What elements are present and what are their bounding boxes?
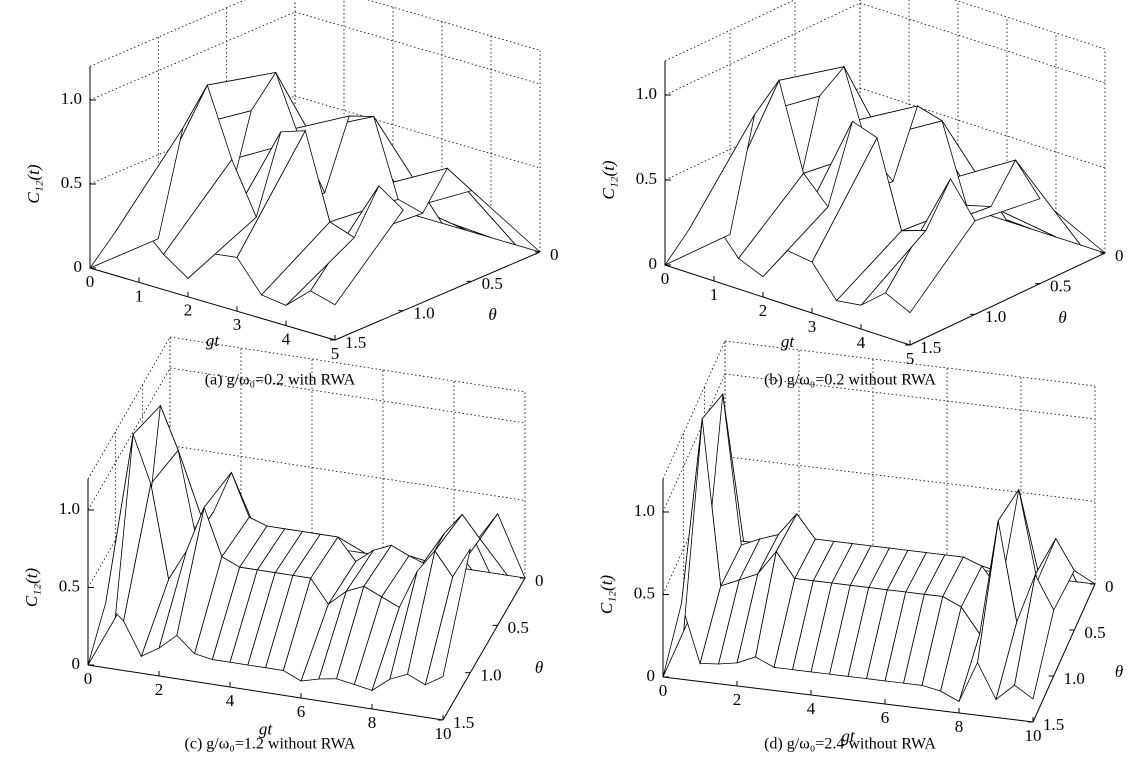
x-tick-label: 0	[86, 272, 95, 291]
y-tick-label: 0.5	[1050, 277, 1071, 296]
x-tick-label: 10	[1025, 726, 1042, 745]
x-axis	[87, 664, 444, 721]
x-tick-label: 6	[881, 708, 890, 727]
surface-patch	[88, 128, 184, 269]
y-axis-label: θ	[1115, 662, 1123, 681]
x-axis	[89, 267, 336, 341]
y-axis-label: θ	[488, 305, 496, 324]
z-tick-label: 1.0	[59, 499, 80, 518]
y-tick-label: 1.0	[1064, 669, 1085, 688]
x-tick-label: 0	[84, 669, 93, 688]
surface-patch	[662, 418, 703, 678]
grid-line	[662, 373, 726, 513]
y-tick-label: 0	[550, 245, 559, 264]
x-tick-label: 8	[955, 717, 964, 736]
y-tick-label: 1.5	[920, 338, 941, 357]
x-tick-label: 5	[331, 344, 340, 363]
grid-line	[859, 2, 1106, 84]
x-tick-label: 4	[282, 330, 291, 349]
x-tick-label: 2	[184, 301, 193, 320]
caption: (c) g/ω₀=1.2 without RWA	[185, 736, 356, 753]
x-tick-label: 2	[733, 690, 742, 709]
x-tick-label: 4	[226, 691, 235, 710]
y-tick-label: 1.0	[985, 307, 1006, 326]
surface-patch	[663, 114, 755, 266]
grid-line	[87, 367, 171, 511]
grid-line	[662, 456, 726, 595]
z-tick-label: 0	[74, 257, 83, 276]
y-axis	[1032, 583, 1096, 723]
y-axis	[442, 577, 526, 721]
y-tick-label: 0.5	[482, 274, 503, 293]
z-tick-label: 0.5	[61, 173, 82, 192]
y-axis	[909, 252, 1106, 346]
y-tick-label: 0.5	[1084, 623, 1105, 642]
x-tick-label: 10	[435, 724, 452, 743]
x-tick-label: 8	[368, 713, 377, 732]
x-tick-label: 6	[297, 702, 306, 721]
y-axis-label: θ	[1058, 308, 1066, 327]
grid-line	[724, 456, 1096, 502]
z-tick-label: 0	[647, 666, 656, 685]
box-edge	[662, 340, 726, 480]
y-axis-label: θ	[535, 658, 543, 677]
z-axis-label: C₁₂(t)	[24, 164, 43, 204]
x-tick-label: 1	[135, 286, 144, 305]
x-tick-label: 2	[759, 301, 768, 320]
grid-line	[859, 87, 1106, 169]
z-axis-label: C₁₂(t)	[599, 160, 618, 200]
y-tick-label: 0	[1105, 577, 1114, 596]
y-tick-label: 0	[1115, 246, 1124, 265]
surface-patch	[87, 434, 134, 666]
grid-line	[294, 95, 541, 169]
z-tick-label: 0	[649, 254, 658, 273]
x-axis	[662, 676, 1034, 723]
x-tick-label: 4	[807, 699, 816, 718]
x-tick-label: 3	[808, 317, 817, 336]
y-tick-label: 1.0	[480, 666, 501, 685]
caption: (b) g/ω₀=0.2 without RWA	[764, 372, 936, 389]
z-tick-label: 1.0	[636, 84, 657, 103]
box-edge	[664, 0, 796, 62]
x-tick-label: 4	[857, 333, 866, 352]
grid-line	[89, 11, 296, 101]
y-axis	[334, 251, 541, 341]
x-tick-label: 3	[233, 315, 242, 334]
z-tick-label: 1.0	[61, 89, 82, 108]
y-tick-label: 1.5	[345, 333, 366, 352]
x-tick-label: 5	[906, 349, 915, 368]
x-axis-label: gt	[781, 332, 796, 351]
x-axis-label: gt	[841, 726, 856, 745]
grid-line	[89, 95, 296, 185]
z-tick-label: 0.5	[634, 583, 655, 602]
y-tick-label: 0	[535, 571, 544, 590]
x-tick-label: 0	[659, 681, 668, 700]
grid-line	[294, 11, 541, 85]
box-edge	[87, 336, 171, 480]
y-tick-label: 1.0	[413, 304, 434, 323]
y-tick-label: 1.5	[1043, 715, 1064, 734]
x-tick-label: 1	[710, 285, 719, 304]
z-tick-label: 1.0	[634, 501, 655, 520]
z-tick-label: 0.5	[636, 169, 657, 188]
box-edge	[367, 0, 541, 51]
x-axis	[664, 264, 911, 346]
box-edge	[89, 0, 246, 67]
y-tick-label: 0.5	[508, 618, 529, 637]
z-axis-label: C₁₂(t)	[22, 568, 41, 608]
x-tick-label: 2	[155, 680, 164, 699]
z-axis-label: C₁₂(t)	[597, 575, 616, 615]
z-tick-label: 0	[72, 654, 81, 673]
y-tick-label: 1.5	[453, 713, 474, 732]
z-tick-label: 0.5	[59, 576, 80, 595]
x-tick-label: 0	[661, 269, 670, 288]
box-edge	[953, 0, 1106, 50]
x-axis-label: gt	[259, 719, 274, 738]
caption: (d) g/ω₀=2.4 without RWA	[764, 736, 936, 753]
caption: (a) g/ω₀=0.2 with RWA	[205, 372, 356, 389]
x-axis-label: gt	[206, 331, 221, 350]
